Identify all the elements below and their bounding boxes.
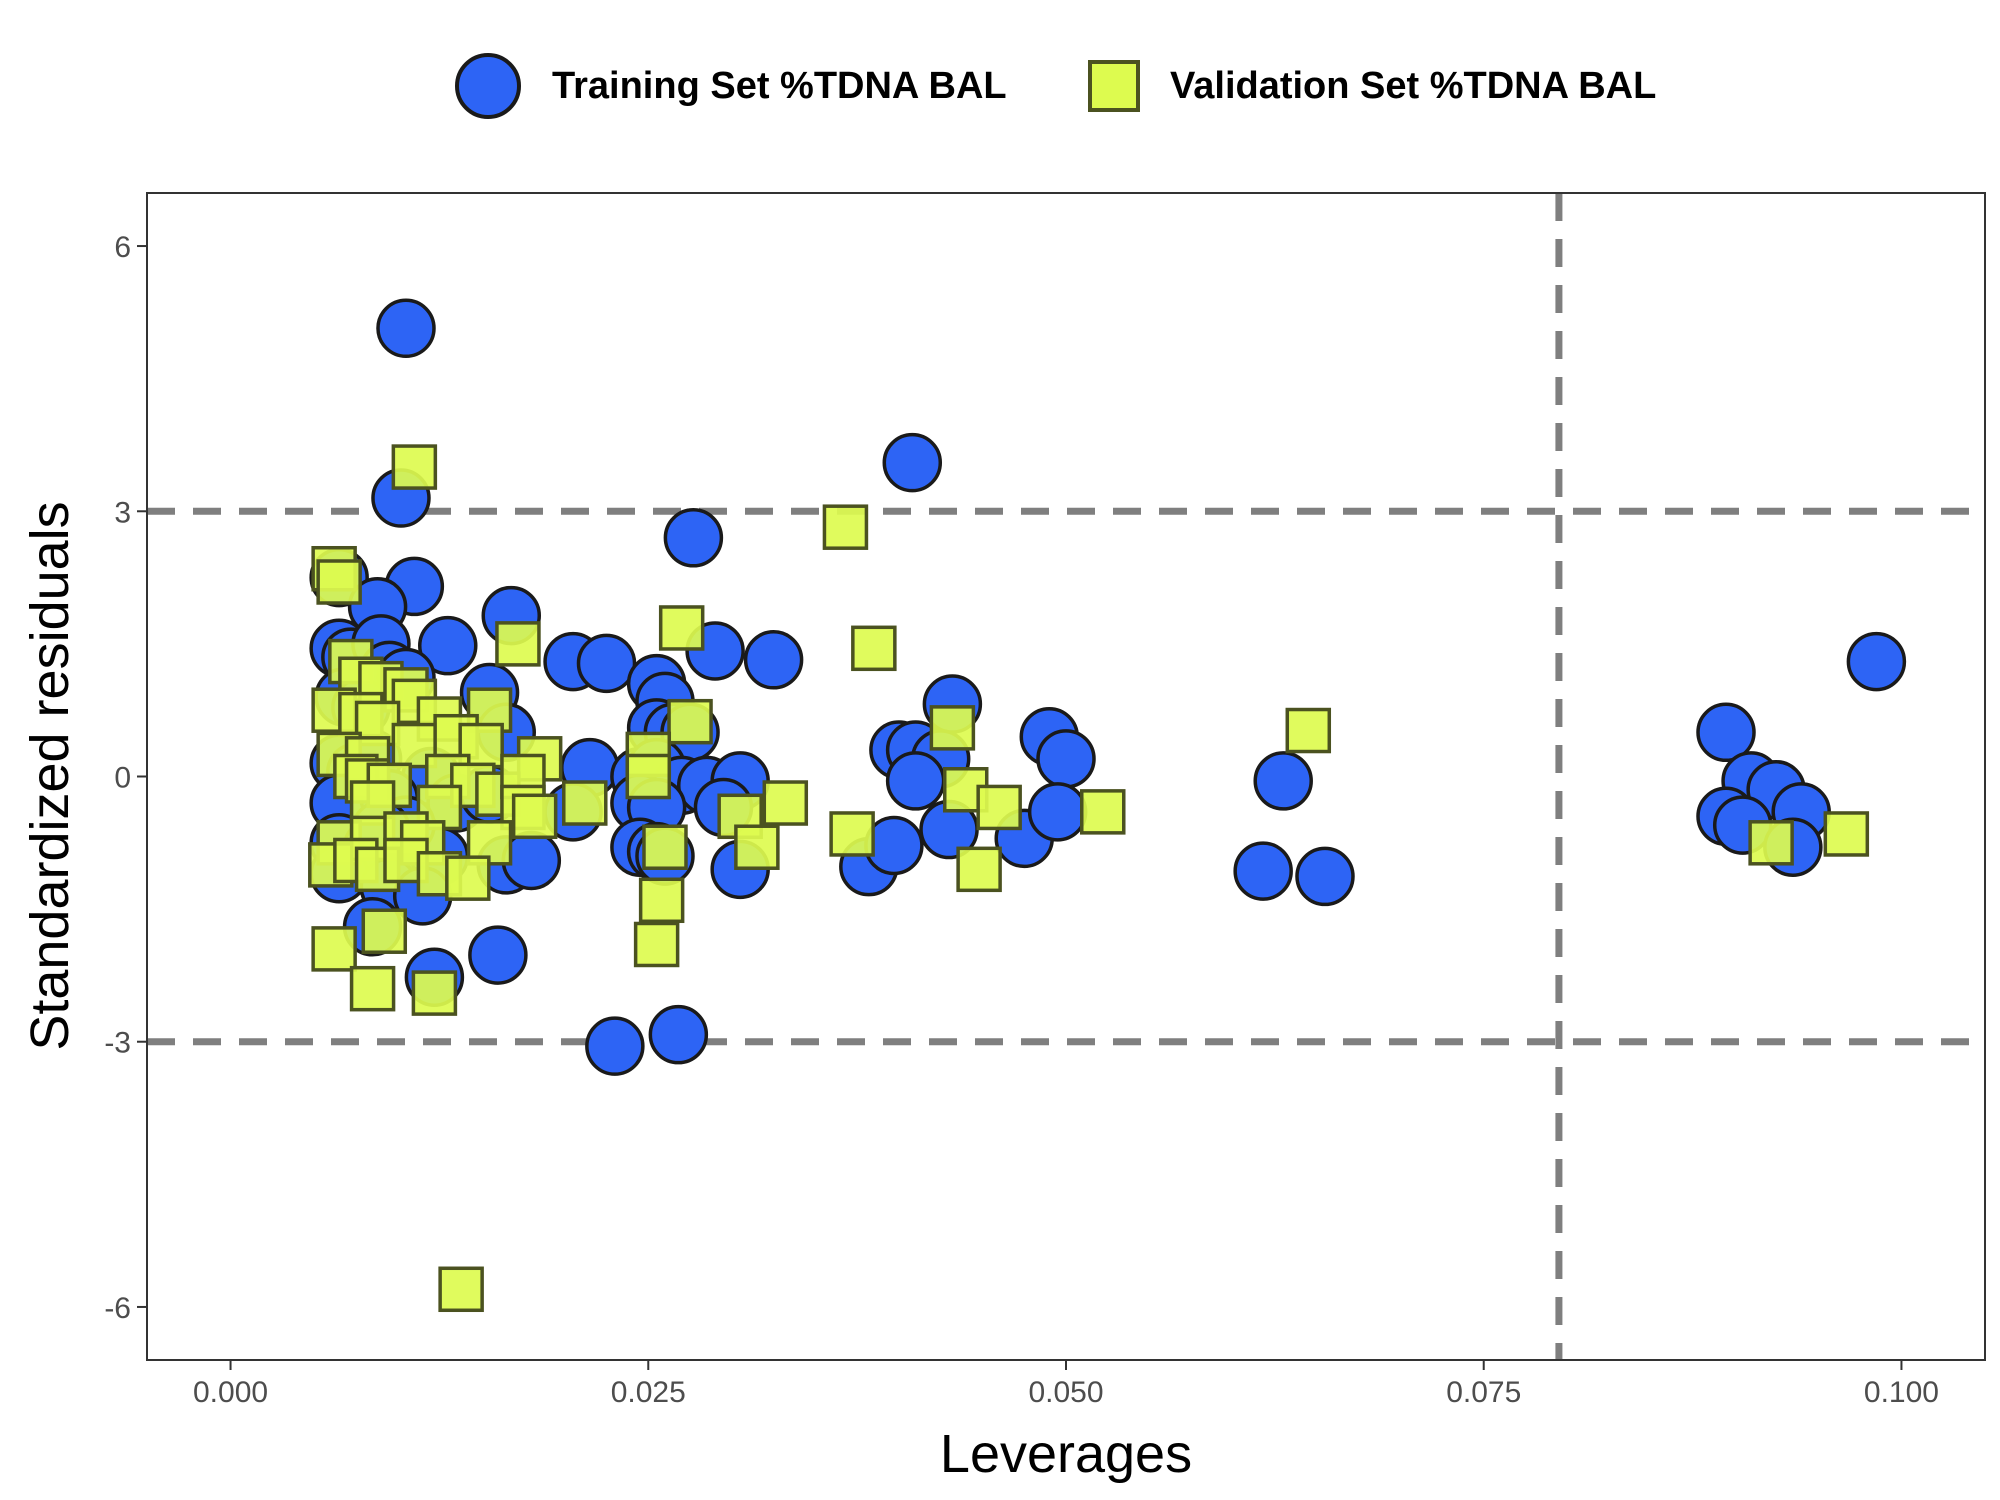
training-point (468, 925, 528, 985)
legend-validation-marker (1088, 60, 1140, 112)
training-point (743, 630, 804, 690)
validation-point (511, 793, 558, 840)
training-point (1233, 841, 1293, 901)
validation-point (762, 780, 809, 826)
validation-point (495, 621, 541, 667)
y-axis-title: Standardized residuals (20, 501, 80, 1050)
validation-point (311, 926, 357, 972)
validation-point (633, 921, 680, 968)
validation-point (411, 970, 458, 1016)
training-points (309, 298, 1907, 1076)
validation-point (851, 625, 897, 672)
x-tick-label: 0.075 (1446, 1376, 1521, 1409)
training-point (882, 432, 943, 493)
x-axis: 0.000 0.025 0.050 0.075 0.100 (193, 1360, 1939, 1409)
validation-point (956, 846, 1002, 893)
x-tick-label: 0.100 (1864, 1376, 1939, 1409)
validation-point (1285, 707, 1332, 754)
validation-point (1748, 820, 1794, 866)
training-point (648, 1004, 709, 1065)
training-point (1253, 751, 1313, 811)
validation-points (308, 444, 1870, 1313)
validation-point (822, 504, 869, 550)
validation-point (667, 698, 713, 745)
training-point (376, 298, 436, 359)
validation-point (1823, 811, 1870, 857)
validation-point (438, 1266, 484, 1313)
validation-point (625, 753, 672, 800)
x-tick-label: 0.000 (193, 1376, 268, 1409)
x-axis-title: Leverages (940, 1424, 1192, 1484)
validation-point (445, 855, 491, 901)
validation-point (1080, 789, 1126, 835)
training-point (418, 615, 478, 676)
legend-training-label: Training Set %TDNA BAL (552, 65, 1007, 107)
validation-point (361, 908, 408, 954)
training-point (1295, 846, 1355, 907)
legend-validation-label: Validation Set %TDNA BAL (1170, 65, 1656, 107)
validation-point (391, 444, 438, 490)
x-tick-label: 0.025 (611, 1376, 686, 1409)
training-point (1036, 729, 1096, 789)
validation-point (829, 811, 875, 857)
validation-point (316, 559, 362, 605)
training-point (1027, 782, 1088, 842)
y-axis: 6 3 0 -3 -6 (104, 231, 147, 1325)
training-point (585, 1016, 645, 1076)
y-tick-label: 0 (114, 762, 131, 795)
y-tick-label: -6 (104, 1292, 131, 1325)
validation-point (349, 965, 396, 1012)
validation-point (976, 784, 1022, 831)
training-point (885, 751, 946, 811)
validation-point (658, 605, 705, 651)
training-point (576, 633, 637, 694)
validation-point (642, 824, 688, 870)
x-tick-label: 0.050 (1028, 1376, 1103, 1409)
training-point (663, 508, 724, 568)
validation-point (562, 780, 608, 826)
y-tick-label: 3 (114, 496, 131, 529)
validation-point (734, 824, 780, 870)
y-tick-label: -3 (104, 1027, 131, 1060)
training-point (1846, 631, 1907, 692)
validation-point (929, 705, 976, 751)
y-tick-label: 6 (114, 231, 131, 264)
legend-training-marker (455, 53, 521, 119)
legend: Training Set %TDNA BAL Validation Set %T… (455, 53, 1656, 119)
training-point (1696, 702, 1756, 763)
validation-point (638, 877, 685, 924)
reference-lines (147, 193, 1985, 1360)
